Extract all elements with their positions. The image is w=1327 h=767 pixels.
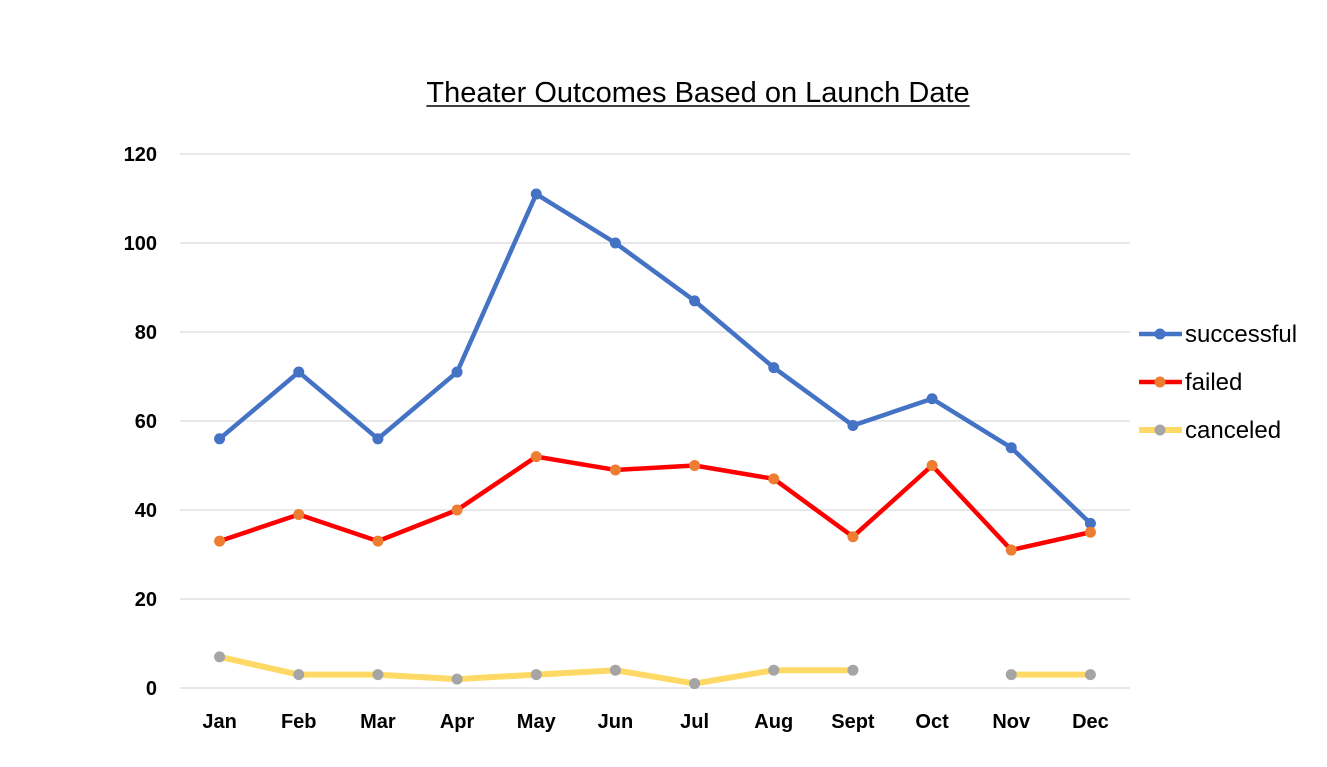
data-point: [926, 460, 938, 471]
data-point: [609, 237, 621, 249]
x-tick-label: Sept: [831, 711, 875, 733]
data-point: [293, 508, 305, 520]
data-point: [530, 669, 542, 681]
x-tick-label: Dec: [1072, 711, 1109, 733]
data-point: [451, 366, 463, 378]
data-point: [372, 433, 384, 445]
data-point: [609, 464, 621, 476]
series-canceled: [214, 651, 1096, 690]
data-point: [847, 419, 859, 431]
data-point: [214, 433, 226, 445]
x-tick-label: Aug: [754, 711, 793, 733]
data-point: [1084, 669, 1096, 681]
data-point: [689, 678, 701, 690]
data-point: [1005, 544, 1017, 556]
data-point: [372, 669, 384, 681]
data-point: [451, 673, 463, 685]
series-layer: [214, 188, 1096, 690]
data-point: [1084, 517, 1096, 529]
series-line: [217, 191, 1093, 526]
series-successful: [214, 188, 1096, 529]
data-point: [530, 451, 542, 463]
x-tick-label: Jun: [598, 711, 634, 733]
data-point: [768, 473, 780, 485]
gridlines: [180, 153, 1130, 689]
x-tick-label: Feb: [281, 711, 317, 733]
y-tick-label: 120: [124, 144, 157, 166]
legend-marker: [1154, 328, 1166, 340]
legend-marker: [1154, 376, 1166, 388]
y-tick-label: 60: [135, 411, 157, 433]
y-tick-label: 80: [135, 322, 157, 344]
data-point: [768, 664, 780, 676]
data-point: [1084, 526, 1096, 538]
data-point: [530, 188, 542, 200]
data-point: [847, 664, 859, 676]
data-point: [609, 664, 621, 676]
data-point: [926, 393, 938, 405]
data-point: [768, 362, 780, 374]
data-point: [293, 669, 305, 681]
data-point: [451, 504, 463, 516]
y-tick-label: 0: [146, 678, 157, 700]
data-point: [293, 366, 305, 378]
legend-label: failed: [1185, 369, 1242, 396]
legend: successful failed canceled: [1139, 321, 1297, 444]
x-tick-label: Oct: [915, 711, 949, 733]
y-tick-label: 40: [135, 500, 157, 522]
series-failed: [214, 451, 1096, 556]
legend-item-failed: failed: [1139, 369, 1242, 396]
legend-label: successful: [1185, 321, 1297, 348]
data-point: [372, 535, 384, 547]
x-tick-label: Jul: [680, 711, 709, 733]
x-tick-label: May: [517, 711, 557, 733]
legend-label: canceled: [1185, 417, 1281, 444]
y-tick-label: 100: [124, 233, 157, 255]
x-tick-label: Jan: [202, 711, 236, 733]
data-point: [214, 535, 226, 547]
legend-marker: [1154, 424, 1166, 436]
x-tick-label: Apr: [440, 711, 475, 733]
y-axis-tick-labels: 0 20 40 60 80 100 120: [124, 144, 157, 700]
data-point: [1005, 669, 1017, 681]
x-tick-label: Nov: [992, 711, 1031, 733]
data-point: [1005, 442, 1017, 454]
data-point: [689, 460, 701, 471]
x-tick-label: Mar: [360, 711, 396, 733]
data-point: [689, 295, 701, 307]
series-line: [217, 454, 1093, 553]
x-axis-tick-labels: Jan Feb Mar Apr May Jun Jul Aug Sept Oct Nov Dec: [202, 711, 1108, 733]
y-tick-label: 20: [135, 589, 157, 611]
chart-title: Theater Outcomes Based on Launch Date: [426, 77, 969, 109]
data-point: [214, 651, 226, 663]
legend-item-canceled: canceled: [1139, 417, 1281, 444]
legend-item-successful: successful: [1139, 321, 1297, 348]
data-point: [847, 531, 859, 543]
